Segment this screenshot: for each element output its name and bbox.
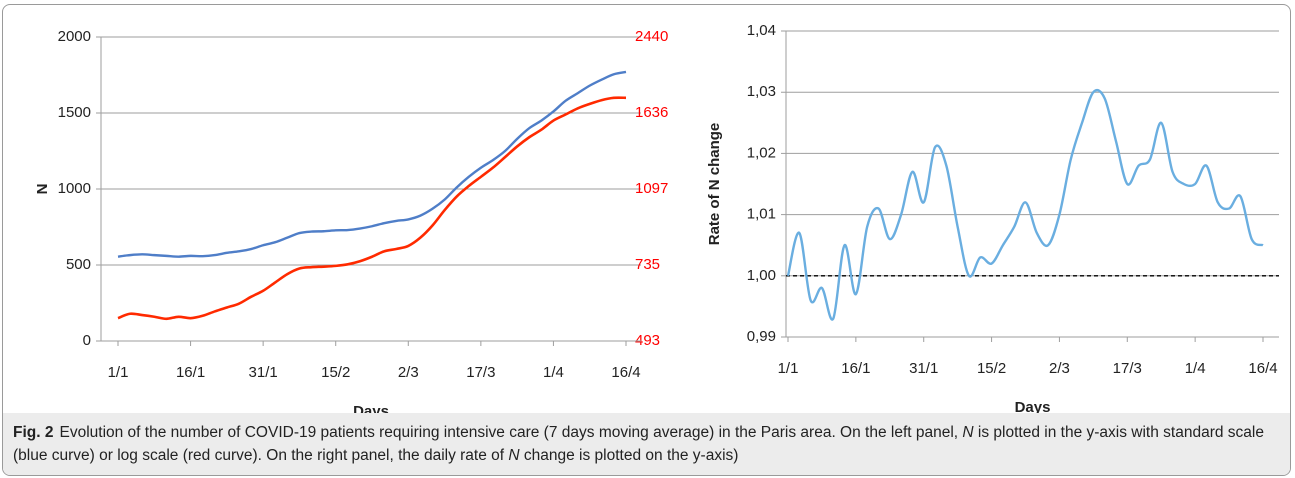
x-tick-label: 16/4 [611, 364, 640, 381]
series-line [117, 70, 627, 258]
x-tick-label: 1/1 [108, 364, 129, 381]
y-tick-label: 1,04 [747, 22, 776, 39]
caption-text: is plotted in the y-axis with standard s… [13, 424, 1264, 464]
x-tick-label: 31/1 [249, 364, 278, 381]
x-tick-label: 31/1 [909, 360, 938, 377]
caption-label: Fig. 2 [13, 424, 54, 441]
y2-tick-label: 1636 [635, 104, 668, 121]
x-tick-label: 1/4 [543, 364, 564, 381]
y-tick-label: 1000 [58, 180, 91, 197]
caption: Fig. 2 Evolution of the number of COVID-1… [3, 413, 1290, 475]
y-tick-label: 1,01 [747, 206, 776, 223]
y-tick-label: 1,00 [747, 267, 776, 284]
y2-tick-label: 493 [635, 332, 660, 349]
x-tick-label: 1/1 [778, 360, 799, 377]
y-axis-label: Rate of N change [706, 123, 723, 246]
caption-text: change is plotted on the y-axis) [519, 447, 739, 464]
y-axis-label: N [34, 184, 51, 195]
y-tick-label: 0 [83, 332, 91, 349]
x-tick-label: 2/3 [1049, 360, 1070, 377]
x-tick-label: 1/4 [1185, 360, 1206, 377]
y-tick-label: 0,99 [747, 328, 776, 345]
caption-italic: N [508, 447, 520, 464]
charts: 0 500 1000 1500 2000 493 735 1097 1636 2440 1/1 16/… [34, 22, 1279, 413]
y-tick-label: 1,02 [747, 144, 776, 161]
figure: 0 500 1000 1500 2000 493 735 1097 1636 2440 1/1 16/… [2, 4, 1291, 476]
y2-tick-label: 735 [635, 256, 660, 273]
series-line [786, 88, 1264, 321]
x-axis-label: Days [353, 403, 389, 413]
x-tick-label: 16/4 [1248, 360, 1277, 377]
x-tick-label: 17/3 [1113, 360, 1142, 377]
x-axis-label: Days [1015, 399, 1051, 413]
x-tick-label: 17/3 [466, 364, 495, 381]
y2-tick-label: 2440 [635, 28, 668, 45]
y-tick-label: 500 [66, 256, 91, 273]
caption-italic: N [962, 424, 974, 441]
caption-text: Evolution of the number of COVID-19 pati… [59, 424, 963, 441]
y-tick-label: 2000 [58, 28, 91, 45]
y2-tick-label: 1097 [635, 180, 668, 197]
y-tick-label: 1,03 [747, 83, 776, 100]
x-tick-label: 15/2 [977, 360, 1006, 377]
x-tick-label: 16/1 [841, 360, 870, 377]
x-tick-label: 16/1 [176, 364, 205, 381]
x-tick-label: 2/3 [398, 364, 419, 381]
y-tick-label: 1500 [58, 104, 91, 121]
series-line [117, 96, 627, 321]
x-tick-label: 15/2 [321, 364, 350, 381]
